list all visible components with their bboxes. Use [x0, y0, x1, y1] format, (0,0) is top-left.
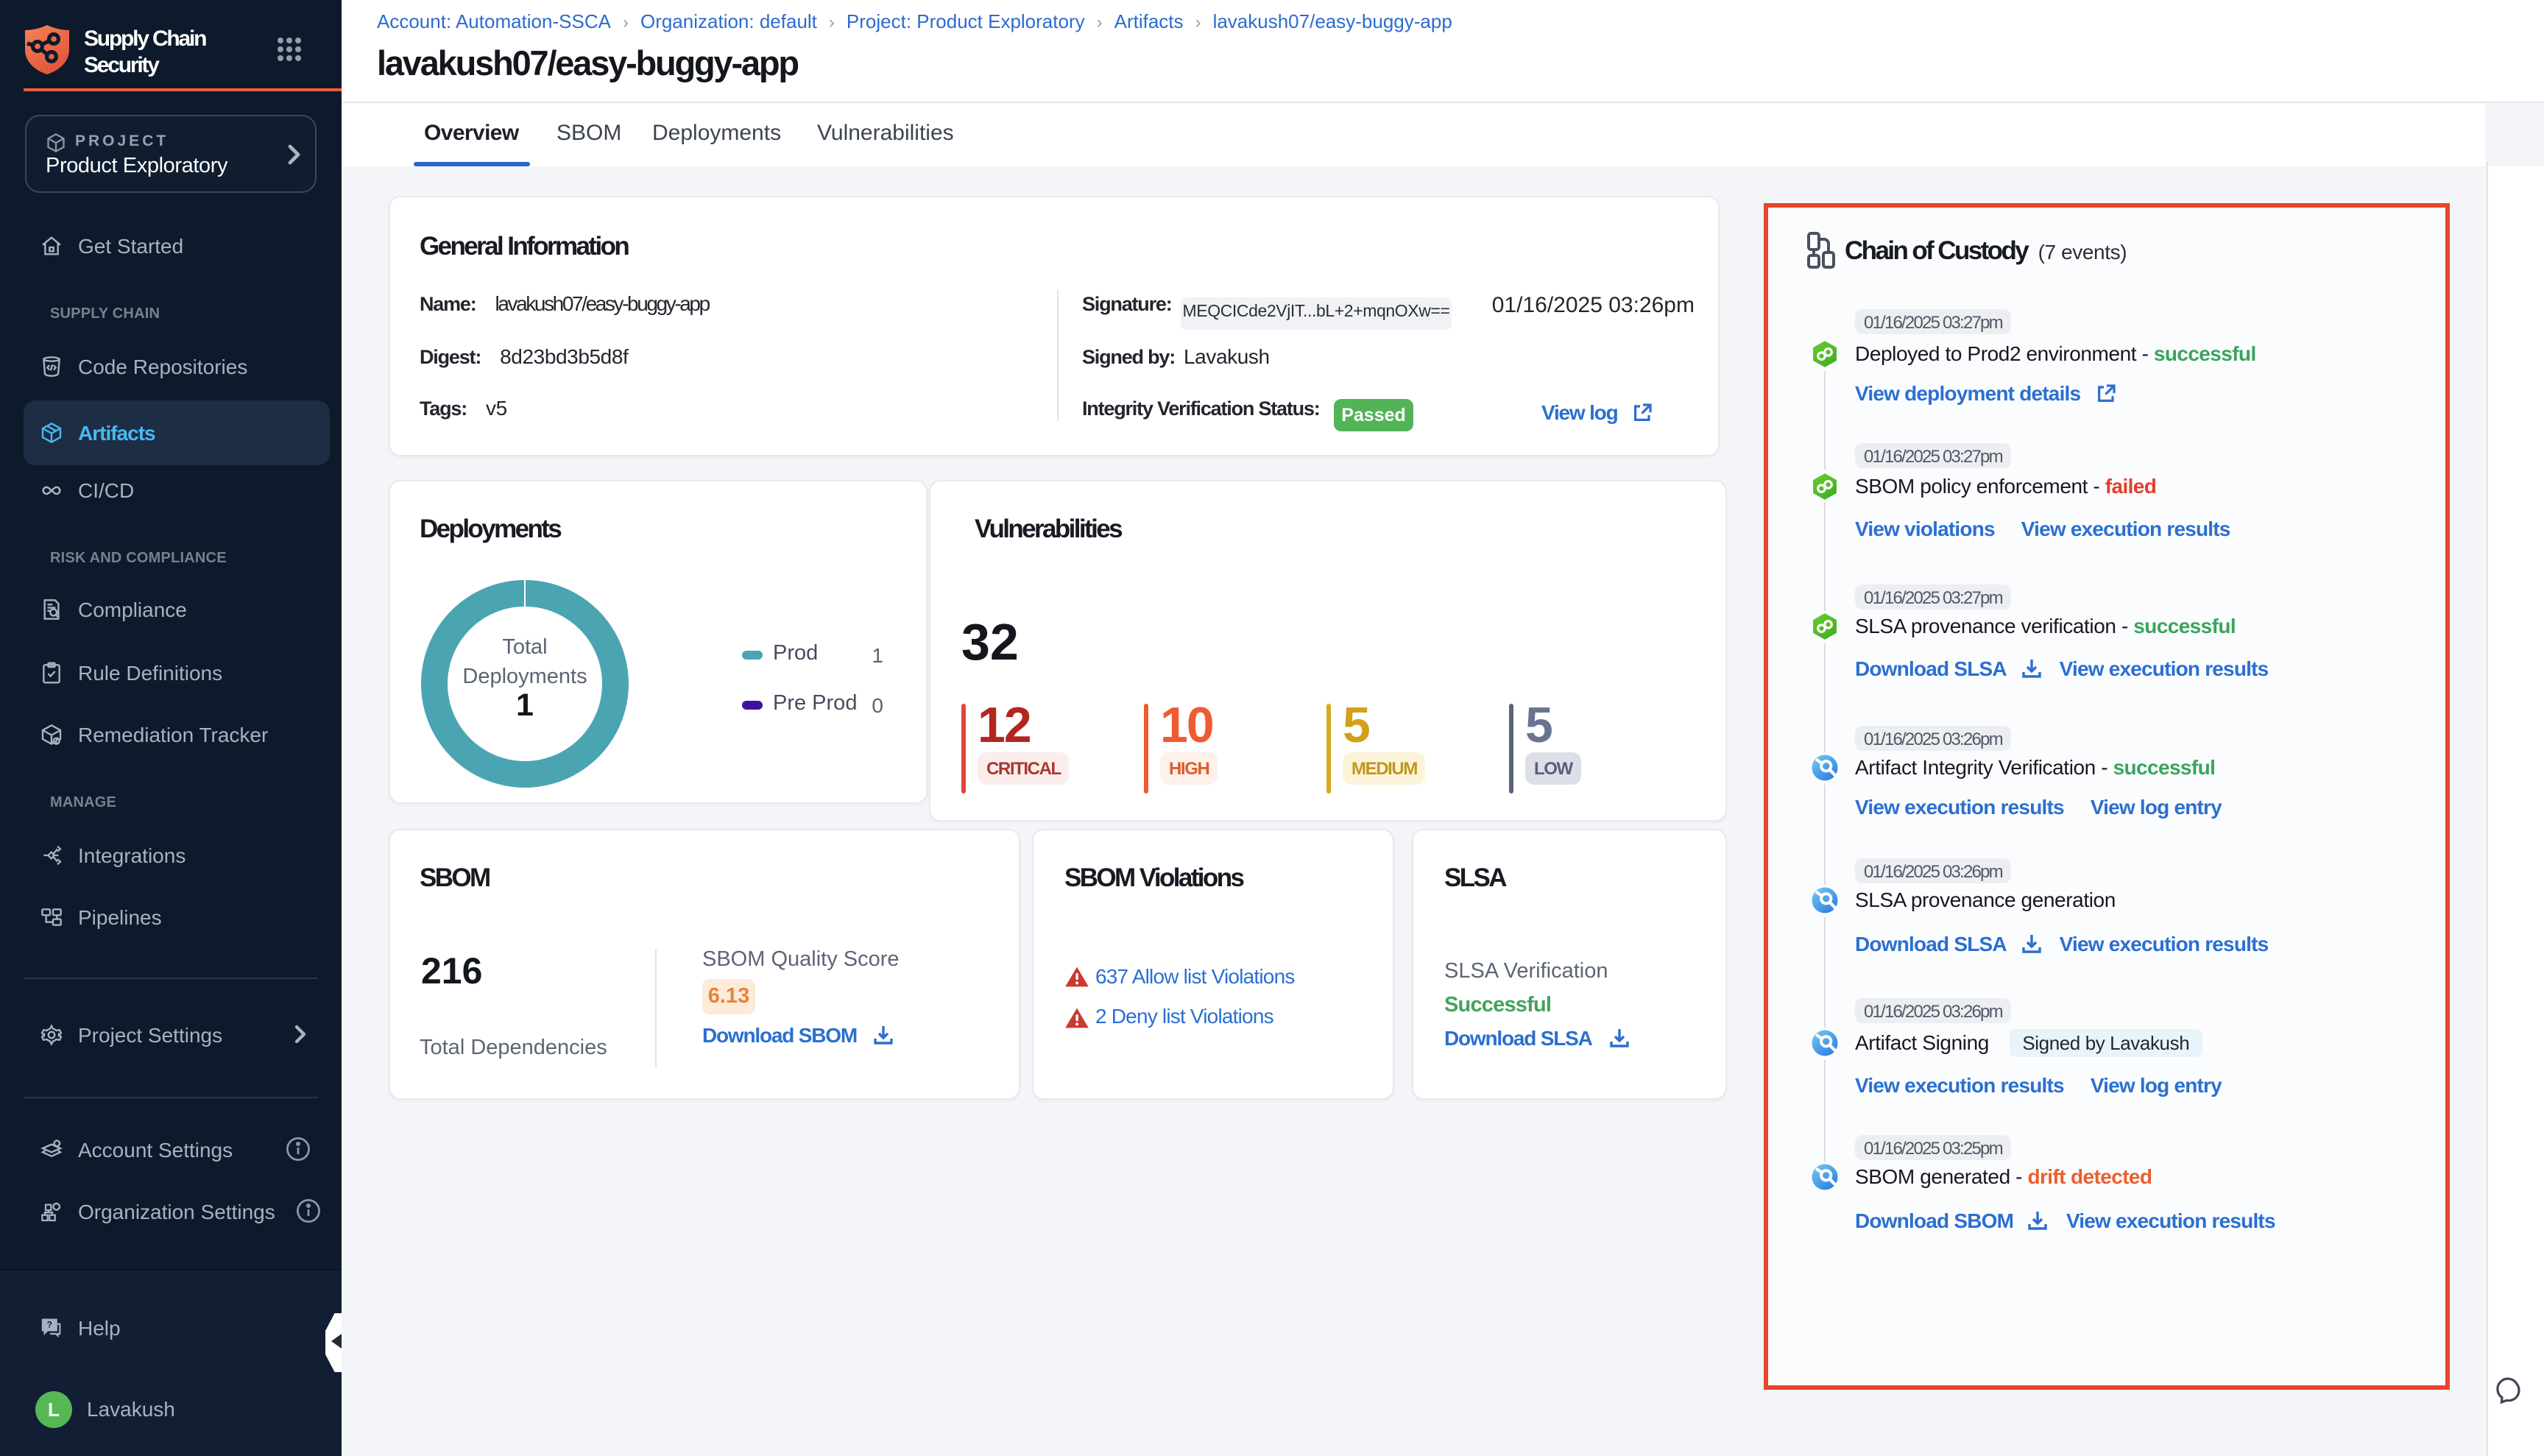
svg-text:?: ? [47, 1319, 52, 1329]
